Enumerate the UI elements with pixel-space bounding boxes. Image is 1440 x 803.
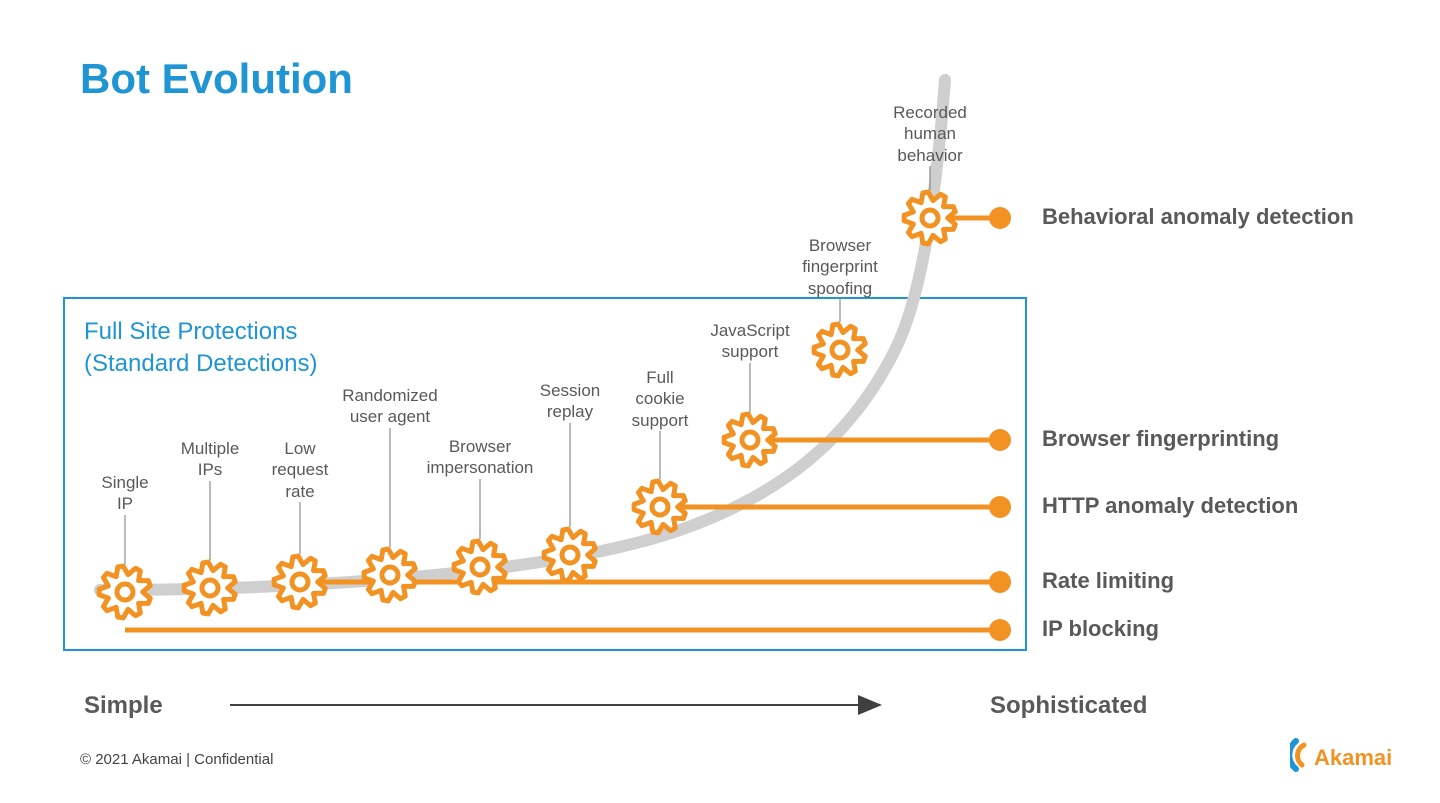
detection-label-http-anom: HTTP anomaly detection <box>1042 493 1298 519</box>
slide: Bot Evolution Full Site Protections (Sta… <box>0 0 1440 803</box>
detection-dot-rate-limit <box>989 571 1011 593</box>
gear-center-icon <box>292 574 308 590</box>
box-label-line2: (Standard Detections) <box>84 350 317 377</box>
gear-session-replay <box>544 529 595 581</box>
gear-center-icon <box>742 432 758 448</box>
gear-center-icon <box>832 342 848 358</box>
detection-label-rate-limit: Rate limiting <box>1042 568 1174 594</box>
gear-center-icon <box>202 580 218 596</box>
gear-center-icon <box>472 559 488 575</box>
axis-label-sophisticated: Sophisticated <box>990 692 1147 720</box>
gear-browser-imp <box>454 541 505 593</box>
gear-multiple-ips <box>184 562 235 614</box>
detection-label-ip-blocking: IP blocking <box>1042 616 1159 642</box>
gear-label-multiple-ips: Multiple IPs <box>181 438 240 481</box>
gear-label-cookie: Full cookie support <box>632 367 689 431</box>
gear-label-single-ip: Single IP <box>101 472 148 515</box>
detection-label-behavioral: Behavioral anomaly detection <box>1042 204 1354 230</box>
gear-center-icon <box>382 567 398 583</box>
logo-text: Akamai <box>1314 745 1392 770</box>
akamai-logo: Akamai <box>1290 735 1400 775</box>
box-label: Full Site Protections (Standard Detectio… <box>84 316 317 381</box>
gear-label-browser-imp: Browser impersonation <box>427 436 534 479</box>
gear-fp-spoof <box>814 324 865 376</box>
gear-label-rand-ua: Randomized user agent <box>342 385 437 428</box>
gear-js-support <box>724 414 775 466</box>
gear-rand-ua <box>364 549 415 601</box>
footer-text: © 2021 Akamai | Confidential <box>80 751 273 768</box>
gear-label-recorded: Recorded human behavior <box>893 102 967 166</box>
box-label-line1: Full Site Protections <box>84 318 297 345</box>
gear-label-low-request: Low request rate <box>272 438 329 502</box>
axis-label-simple: Simple <box>84 692 163 720</box>
gear-center-icon <box>562 547 578 563</box>
gear-label-session-replay: Session replay <box>540 380 600 423</box>
gear-center-icon <box>117 584 133 600</box>
gear-center-icon <box>652 499 668 515</box>
gear-recorded <box>904 192 955 244</box>
diagram-stage <box>0 0 1440 803</box>
gear-center-icon <box>922 210 938 226</box>
detection-dot-behavioral <box>989 207 1011 229</box>
logo-swoosh-inner-icon <box>1298 745 1304 765</box>
gear-single-ip <box>99 566 150 618</box>
gear-label-js-support: JavaScript support <box>710 320 789 363</box>
detection-dot-ip-blocking <box>989 619 1011 641</box>
detection-dot-http-anom <box>989 496 1011 518</box>
gear-low-request <box>274 556 325 608</box>
detection-dot-browser-fp <box>989 429 1011 451</box>
gear-label-fp-spoof: Browser fingerprint spoofing <box>802 235 878 299</box>
detection-label-browser-fp: Browser fingerprinting <box>1042 426 1279 452</box>
